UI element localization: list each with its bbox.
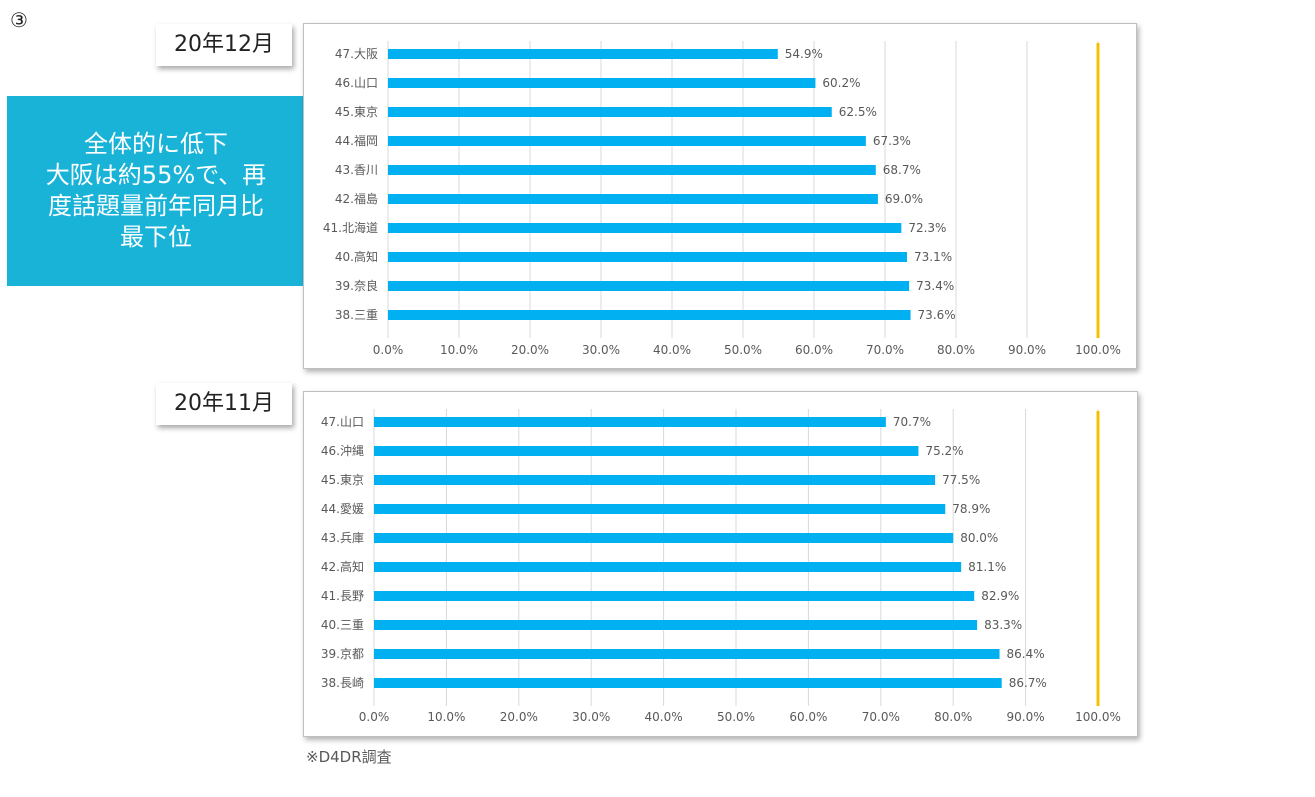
dec-category-label: 44.福岡 — [335, 133, 378, 148]
chart-december: 0.0% 10.0% 20.0% 30.0% 40.0% 50.0% 60.0% 70.0% 8… — [303, 23, 1137, 369]
dec-x-tick-label: 60.0% — [795, 343, 833, 357]
nov-category-label: 45.東京 — [321, 473, 364, 487]
dec-data-label: 60.2% — [822, 76, 860, 90]
nov-x-tick-label: 90.0% — [1007, 710, 1045, 724]
nov-bar — [374, 533, 954, 543]
nov-x-tick-label: 30.0% — [572, 710, 610, 724]
dec-bar — [388, 49, 778, 59]
dec-x-tick-label: 30.0% — [582, 343, 620, 357]
dec-category-label: 41.北海道 — [323, 220, 378, 235]
dec-data-label: 73.4% — [916, 279, 954, 293]
dec-data-label: 69.0% — [885, 192, 923, 206]
nov-bar — [374, 475, 936, 485]
nov-category-label: 47.山口 — [321, 415, 364, 429]
dec-data-label: 72.3% — [908, 221, 946, 235]
nov-x-tick-label: 70.0% — [862, 710, 900, 724]
nov-data-label: 77.5% — [942, 473, 980, 487]
chart-title-december: 20年12月 — [156, 24, 292, 66]
nov-data-label: 80.0% — [960, 531, 998, 545]
dec-category-label: 42.福島 — [335, 191, 378, 206]
dec-category-label: 47.大阪 — [335, 47, 378, 61]
dec-x-tick-label: 40.0% — [653, 343, 691, 357]
nov-x-tick-label: 0.0% — [359, 710, 390, 724]
dec-x-tick-label: 90.0% — [1008, 343, 1046, 357]
callout-line-1: 全体的に低下 — [84, 130, 228, 158]
slide-number: ③ — [10, 8, 28, 32]
nov-bar — [374, 620, 978, 630]
nov-data-label: 86.4% — [1007, 647, 1045, 661]
nov-x-tick-label: 20.0% — [500, 710, 538, 724]
dec-bar — [388, 223, 902, 233]
nov-category-label: 38.長崎 — [321, 676, 364, 690]
nov-bar — [374, 678, 1002, 688]
chart-title-november: 20年11月 — [156, 383, 292, 425]
dec-x-tick-label: 80.0% — [937, 343, 975, 357]
dec-data-label: 73.6% — [918, 308, 956, 322]
dec-bar — [388, 165, 876, 175]
nov-bar — [374, 562, 962, 572]
dec-data-label: 62.5% — [839, 105, 877, 119]
dec-category-label: 43.香川 — [335, 163, 378, 177]
nov-category-label: 42.高知 — [321, 559, 364, 574]
nov-bar — [374, 417, 886, 427]
chart-november-svg: 0.0% 10.0% 20.0% 30.0% 40.0% 50.0% 60.0% 70.0% 8… — [321, 409, 1121, 724]
dec-x-tick-label: 20.0% — [511, 343, 549, 357]
nov-bar — [374, 649, 1000, 659]
nov-category-label: 39.京都 — [321, 647, 364, 661]
chart-november: 0.0% 10.0% 20.0% 30.0% 40.0% 50.0% 60.0% 70.0% 8… — [303, 391, 1138, 737]
dec-x-tick-label: 100.0% — [1075, 343, 1121, 357]
dec-data-label: 54.9% — [785, 47, 823, 61]
nov-category-label: 40.三重 — [321, 618, 364, 632]
dec-data-label: 68.7% — [883, 163, 921, 177]
nov-data-label: 86.7% — [1009, 676, 1047, 690]
nov-x-tick-label: 100.0% — [1075, 710, 1121, 724]
dec-bar — [388, 107, 832, 117]
callout-line-2: 大阪は約55%で、再 — [45, 161, 267, 189]
nov-bar — [374, 504, 946, 514]
nov-x-tick-label: 60.0% — [789, 710, 827, 724]
callout-line-4: 最下位 — [120, 223, 192, 251]
dec-category-label: 39.奈良 — [335, 278, 378, 293]
nov-category-label: 43.兵庫 — [321, 531, 364, 545]
nov-data-label: 78.9% — [952, 502, 990, 516]
dec-category-label: 46.山口 — [335, 76, 378, 90]
dec-category-label: 45.東京 — [335, 105, 378, 119]
nov-x-tick-label: 10.0% — [427, 710, 465, 724]
nov-bar — [374, 591, 975, 601]
dec-x-tick-label: 50.0% — [724, 343, 762, 357]
nov-x-tick-label: 40.0% — [645, 710, 683, 724]
nov-data-label: 83.3% — [984, 618, 1022, 632]
dec-data-label: 67.3% — [873, 134, 911, 148]
dec-bar — [388, 252, 908, 262]
dec-bar — [388, 281, 910, 291]
dec-bar — [388, 310, 911, 320]
source-note: ※D4DR調査 — [306, 748, 392, 766]
nov-x-tick-label: 50.0% — [717, 710, 755, 724]
dec-x-tick-label: 10.0% — [440, 343, 478, 357]
nov-data-label: 70.7% — [893, 415, 931, 429]
dec-x-tick-label: 70.0% — [866, 343, 904, 357]
nov-category-label: 46.沖縄 — [321, 443, 364, 458]
dec-bar — [388, 136, 866, 146]
nov-category-label: 41.長野 — [321, 589, 364, 603]
dec-bar — [388, 78, 816, 88]
dec-category-label: 40.高知 — [335, 249, 378, 264]
nov-data-label: 75.2% — [925, 444, 963, 458]
dec-x-tick-label: 0.0% — [373, 343, 404, 357]
nov-data-label: 82.9% — [981, 589, 1019, 603]
summary-callout: 全体的に低下 大阪は約55%で、再 度話題量前年同月比 最下位 — [7, 96, 305, 286]
chart-december-svg: 0.0% 10.0% 20.0% 30.0% 40.0% 50.0% 60.0% 70.0% 8… — [323, 41, 1121, 357]
dec-data-label: 73.1% — [914, 250, 952, 264]
nov-bar — [374, 446, 919, 456]
dec-bar — [388, 194, 878, 204]
callout-line-3: 度話題量前年同月比 — [48, 192, 264, 220]
dec-category-label: 38.三重 — [335, 308, 378, 322]
nov-x-tick-label: 80.0% — [934, 710, 972, 724]
nov-category-label: 44.愛媛 — [321, 502, 364, 516]
nov-data-label: 81.1% — [968, 560, 1006, 574]
